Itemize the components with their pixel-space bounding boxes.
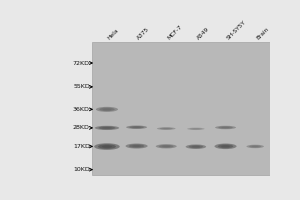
Ellipse shape bbox=[159, 145, 174, 148]
Ellipse shape bbox=[189, 145, 203, 148]
Ellipse shape bbox=[132, 145, 141, 147]
Ellipse shape bbox=[96, 107, 118, 112]
Ellipse shape bbox=[187, 128, 205, 130]
Ellipse shape bbox=[160, 128, 173, 129]
Text: 72KD: 72KD bbox=[73, 61, 90, 66]
Ellipse shape bbox=[94, 143, 120, 150]
Ellipse shape bbox=[126, 126, 147, 129]
Ellipse shape bbox=[186, 144, 206, 149]
Ellipse shape bbox=[192, 146, 200, 148]
Ellipse shape bbox=[129, 126, 144, 128]
Ellipse shape bbox=[249, 145, 261, 148]
Ellipse shape bbox=[162, 145, 170, 147]
Text: Hela: Hela bbox=[107, 28, 120, 41]
Ellipse shape bbox=[126, 144, 148, 149]
Ellipse shape bbox=[252, 146, 259, 147]
Ellipse shape bbox=[218, 126, 233, 129]
Text: 55KD: 55KD bbox=[73, 84, 90, 89]
Ellipse shape bbox=[190, 128, 202, 130]
Ellipse shape bbox=[98, 144, 116, 149]
Text: MCF-7: MCF-7 bbox=[166, 24, 183, 41]
Text: 28KD: 28KD bbox=[73, 125, 90, 130]
Text: 17KD: 17KD bbox=[73, 144, 90, 149]
Ellipse shape bbox=[221, 145, 230, 147]
Ellipse shape bbox=[163, 128, 170, 129]
Ellipse shape bbox=[99, 108, 115, 111]
Text: SH-SY5Y: SH-SY5Y bbox=[226, 20, 247, 41]
Ellipse shape bbox=[215, 126, 236, 129]
Ellipse shape bbox=[156, 144, 177, 148]
Ellipse shape bbox=[129, 144, 144, 148]
Ellipse shape bbox=[247, 145, 264, 148]
Text: A549: A549 bbox=[196, 27, 210, 41]
Text: A375: A375 bbox=[136, 27, 151, 41]
Text: Brain: Brain bbox=[255, 27, 269, 41]
Ellipse shape bbox=[102, 127, 112, 129]
Ellipse shape bbox=[132, 127, 141, 128]
Text: 10KD: 10KD bbox=[73, 167, 90, 172]
Ellipse shape bbox=[98, 126, 116, 129]
Ellipse shape bbox=[95, 126, 119, 130]
Text: 36KD: 36KD bbox=[73, 107, 90, 112]
Bar bbox=[92, 42, 270, 175]
Ellipse shape bbox=[102, 145, 112, 148]
Ellipse shape bbox=[157, 127, 176, 130]
Ellipse shape bbox=[221, 127, 230, 128]
Ellipse shape bbox=[103, 108, 111, 110]
Ellipse shape bbox=[192, 128, 200, 129]
Ellipse shape bbox=[218, 144, 233, 148]
Ellipse shape bbox=[214, 144, 237, 149]
